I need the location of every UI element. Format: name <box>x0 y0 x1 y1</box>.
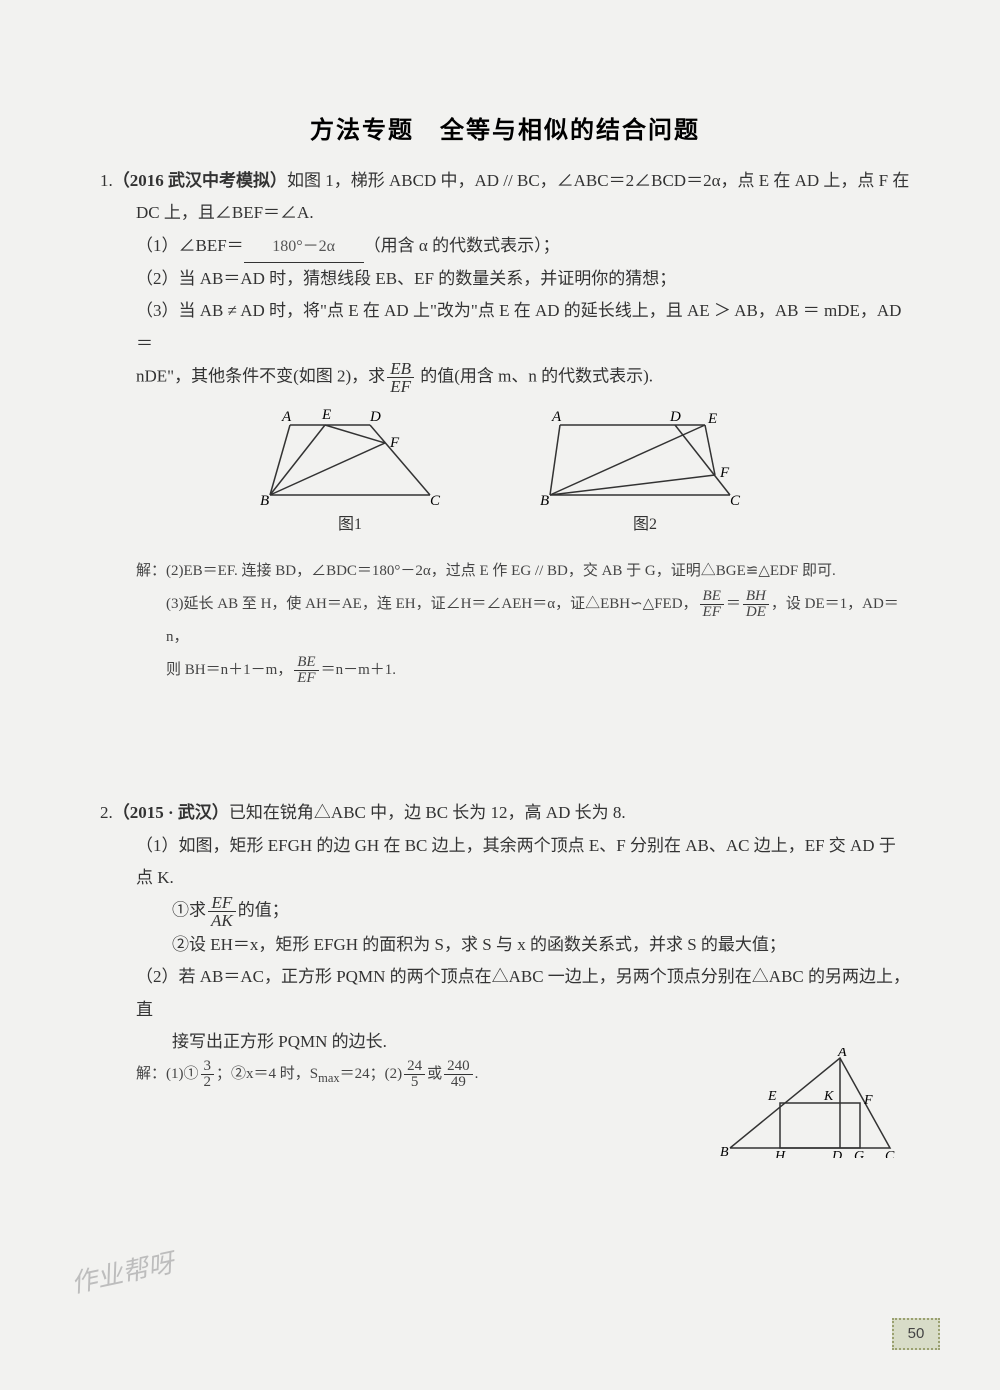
fig1-svg: A E D F B C <box>250 405 450 505</box>
p2-q1-1-pre: ①求 <box>172 901 206 920</box>
p2-q1: （1）如图，矩形 EFGH 的边 GH 在 BC 边上，其余两个顶点 E、F 分… <box>100 830 910 895</box>
svg-text:E: E <box>767 1089 777 1104</box>
p2-sol-a: (1)① <box>166 1066 199 1082</box>
problem-1: 1.（2016 武汉中考模拟）如图 1，梯形 ABCD 中，AD // BC，∠… <box>100 165 910 687</box>
svg-text:B: B <box>260 493 269 505</box>
page-container: 方法专题 全等与相似的结合问题 1.（2016 武汉中考模拟）如图 1，梯形 A… <box>0 0 1000 1218</box>
frac-bh-de: BHDE <box>743 589 769 620</box>
p2-line1: 2.（2015 · 武汉）已知在锐角△ABC 中，边 BC 长为 12，高 AD… <box>100 797 910 829</box>
fig2-caption: 图2 <box>530 510 760 540</box>
svg-text:C: C <box>730 493 741 505</box>
svg-text:F: F <box>863 1093 873 1108</box>
svg-text:D: D <box>369 409 381 425</box>
p2-sol-prefix: 解： <box>136 1066 166 1082</box>
svg-text:A: A <box>551 409 562 425</box>
svg-text:A: A <box>281 409 292 425</box>
p1-body1: 如图 1，梯形 ABCD 中，AD // BC，∠ABC＝2∠BCD＝2α，点 … <box>287 171 909 190</box>
p2-q2: （2）若 AB＝AC，正方形 PQMN 的两个顶点在△ABC 一边上，另两个顶点… <box>100 961 910 1026</box>
frac-be-ef: BEEF <box>700 589 724 620</box>
frac-be-ef-2: BEEF <box>294 655 318 686</box>
frac-ef-ak: EFAK <box>208 894 236 929</box>
svg-text:K: K <box>823 1089 834 1104</box>
svg-text:D: D <box>669 409 681 425</box>
p1-sol-prefix: 解： <box>136 563 166 579</box>
p2-sol-e: . <box>475 1066 479 1082</box>
p1-q1b: （用含 α 的代数式表示）； <box>364 236 560 255</box>
svg-text:H: H <box>774 1149 786 1158</box>
p1-solution: 解：(2)EB＝EF. 连接 BD，∠BDC＝180°－2α，过点 E 作 EG… <box>100 555 910 687</box>
p1-q3a: （3）当 AB ≠ AD 时，将"点 E 在 AD 上"改为"点 E 在 AD … <box>100 295 910 360</box>
p1-sol-line3: 则 BH＝n＋1－m，BEEF＝n－m＋1. <box>136 654 910 687</box>
p2-sol-b: ；②x＝4 时，S <box>216 1066 318 1082</box>
p2-q1-1-suf: 的值； <box>238 901 289 920</box>
svg-text:E: E <box>707 411 717 427</box>
section-title: 方法专题 全等与相似的结合问题 <box>100 110 910 145</box>
frac-eb-ef: EBEF <box>387 360 414 395</box>
fig2-svg: A D E F B C <box>530 405 760 505</box>
svg-text:F: F <box>719 465 730 481</box>
fig-p2-svg: A E K F B H D G C <box>720 1048 900 1158</box>
p1-line1b: DC 上，且∠BEF＝∠A. <box>100 197 910 229</box>
p1-sol3a: (3)延长 AB 至 H，使 AH＝AE，连 EH，证∠H＝∠AEH＝α，证△E… <box>166 596 698 612</box>
p1-num: 1. <box>100 171 113 190</box>
p1-sol-line1: 解：(2)EB＝EF. 连接 BD，∠BDC＝180°－2α，过点 E 作 EG… <box>136 555 910 588</box>
p1-q3b-prefix: nDE"，其他条件不变(如图 2)，求 <box>136 366 385 385</box>
p1-sol3b-pre: 则 BH＝n＋1－m， <box>166 662 292 678</box>
p2-sol-c: ＝24；(2) <box>340 1066 403 1082</box>
p1-q3b-suffix: 的值(用含 m、n 的代数式表示). <box>420 366 653 385</box>
p2-sol-d: 或 <box>427 1066 442 1082</box>
p1-sol2: (2)EB＝EF. 连接 BD，∠BDC＝180°－2α，过点 E 作 EG /… <box>166 563 836 579</box>
p1-sol3b-suf: ＝n－m＋1. <box>321 662 396 678</box>
p1-q1a: （1）∠BEF＝ <box>136 236 244 255</box>
p1-figures: A E D F B C 图1 <box>100 405 910 540</box>
fig1-caption: 图1 <box>250 510 450 540</box>
p2-source: （2015 · 武汉） <box>113 803 229 822</box>
p1-line1: 1.（2016 武汉中考模拟）如图 1，梯形 ABCD 中，AD // BC，∠… <box>100 165 910 197</box>
p1-sol-line2: (3)延长 AB 至 H，使 AH＝AE，连 EH，证∠H＝∠AEH＝α，证△E… <box>136 588 910 654</box>
svg-text:G: G <box>854 1149 864 1158</box>
svg-text:A: A <box>837 1048 847 1060</box>
svg-text:D: D <box>831 1149 842 1158</box>
p1-source: （2016 武汉中考模拟） <box>113 171 287 190</box>
p2-body1: 已知在锐角△ABC 中，边 BC 长为 12，高 AD 长为 8. <box>229 803 626 822</box>
spacer <box>100 687 910 797</box>
svg-text:E: E <box>321 407 331 423</box>
svg-text:C: C <box>885 1149 895 1158</box>
problem-2: 2.（2015 · 武汉）已知在锐角△ABC 中，边 BC 长为 12，高 AD… <box>100 797 910 1158</box>
watermark: 作业帮呀 <box>67 1243 176 1301</box>
p2-q1-2: ②设 EH＝x，矩形 EFGH 的面积为 S，求 S 与 x 的函数关系式，并求… <box>100 929 910 961</box>
p1-q1-blank: 180°－2α <box>244 232 364 263</box>
figure-2: A D E F B C 图2 <box>530 405 760 540</box>
p2-num: 2. <box>100 803 113 822</box>
frac-3-2: 32 <box>201 1059 215 1090</box>
p1-q1: （1）∠BEF＝180°－2α（用含 α 的代数式表示）； <box>100 230 910 263</box>
p1-q2: （2）当 AB＝AD 时，猜想线段 EB、EF 的数量关系，并证明你的猜想； <box>100 263 910 295</box>
svg-text:B: B <box>720 1145 729 1158</box>
p2-q1-1: ①求EFAK的值； <box>100 894 910 929</box>
p2-sol-sub: max <box>318 1071 340 1085</box>
svg-text:C: C <box>430 493 441 505</box>
svg-text:B: B <box>540 493 549 505</box>
svg-text:F: F <box>389 435 400 451</box>
frac-240-49: 24049 <box>444 1059 473 1090</box>
page-number: 50 <box>892 1318 940 1350</box>
p1-q3b: nDE"，其他条件不变(如图 2)，求EBEF 的值(用含 m、n 的代数式表示… <box>100 360 910 395</box>
figure-p2: A E K F B H D G C <box>720 1048 900 1158</box>
figure-1: A E D F B C 图1 <box>250 405 450 540</box>
frac-24-5: 245 <box>404 1059 425 1090</box>
